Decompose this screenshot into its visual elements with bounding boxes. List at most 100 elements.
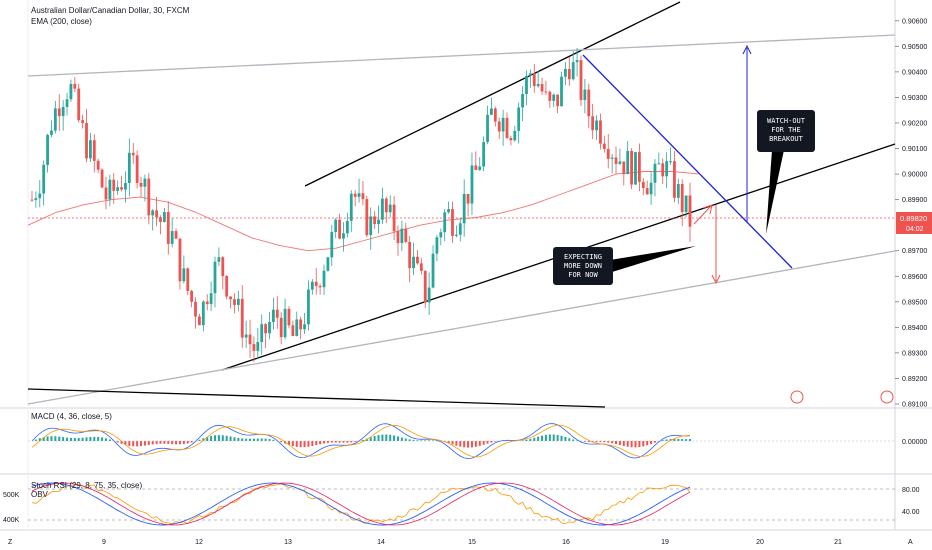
macd-line xyxy=(31,423,691,460)
candle-body xyxy=(552,94,556,101)
candle-body xyxy=(649,182,653,195)
time-tick-label: 12 xyxy=(195,539,203,546)
candle-body xyxy=(622,161,626,175)
candle-body xyxy=(361,193,365,200)
macd-histogram-bar xyxy=(202,438,205,441)
event-flag-icon[interactable] xyxy=(880,390,894,404)
upper-channel-line[interactable] xyxy=(304,1,681,187)
macd-histogram-bar xyxy=(478,441,481,446)
red-small-arrow[interactable] xyxy=(693,205,712,225)
stoch-panel[interactable] xyxy=(28,482,895,526)
macd-histogram-bar xyxy=(81,437,84,441)
candle-body xyxy=(182,268,186,282)
macd-histogram-bar xyxy=(303,441,306,448)
macd-histogram-bar xyxy=(217,435,220,441)
macd-histogram-bar xyxy=(416,440,419,441)
candle-body xyxy=(497,121,501,132)
candle-body xyxy=(396,231,400,244)
macd-histogram-bar xyxy=(89,437,92,441)
macd-histogram-bar xyxy=(206,436,209,441)
macd-histogram-bar xyxy=(467,441,470,448)
candle-body xyxy=(618,161,622,164)
price-axis[interactable]: 0.90600 0.90500 0.90400 0.90300 0.90200 0.901… xyxy=(895,18,927,409)
macd-histogram-bar xyxy=(420,440,423,441)
candle-body xyxy=(525,75,528,95)
macd-histogram-bar xyxy=(626,441,629,447)
macd-histogram-bar xyxy=(93,436,96,441)
candle-body xyxy=(353,193,357,197)
macd-histogram-bar xyxy=(46,436,49,441)
macd-histogram-bar xyxy=(377,435,380,441)
watch-out-callout[interactable]: WATCH-OUT FOR THE BREAKOUT xyxy=(757,110,815,234)
macd-histogram-bar xyxy=(233,437,236,441)
macd-histogram-bar xyxy=(85,437,88,441)
expecting-callout[interactable]: EXPECTING MORE DOWN FOR NOW xyxy=(553,246,696,285)
price-tick-label: 0.89500 xyxy=(902,299,927,306)
candle-body xyxy=(174,231,178,239)
candle-body xyxy=(684,195,688,213)
candle-body xyxy=(665,161,669,177)
macd-panel[interactable] xyxy=(28,423,895,460)
macd-histogram-bar xyxy=(583,441,586,442)
candle-body xyxy=(85,123,88,159)
time-axis[interactable]: 9 12 13 14 15 16 19 20 21 xyxy=(102,539,842,546)
ema-label: EMA (200, close) xyxy=(31,17,92,26)
candle-body xyxy=(34,198,38,200)
price-tick-label: 0.90100 xyxy=(902,146,927,153)
grey-top-line[interactable] xyxy=(27,34,896,77)
candle-body xyxy=(310,281,314,290)
event-flag-icon[interactable] xyxy=(790,390,804,404)
candle-body xyxy=(162,212,166,223)
macd-histogram-bar xyxy=(587,441,590,443)
candle-body xyxy=(384,198,388,213)
candle-body xyxy=(275,309,279,318)
candle-body xyxy=(151,210,155,216)
macd-histogram-bar xyxy=(190,441,193,443)
trendlines[interactable] xyxy=(27,1,896,408)
candle-body xyxy=(392,204,396,232)
event-icons[interactable] xyxy=(790,390,894,404)
candle-body xyxy=(637,152,641,182)
macd-histogram-bar xyxy=(490,441,493,443)
price-tick-label: 0.89600 xyxy=(902,274,927,281)
blue-resistance-line[interactable] xyxy=(582,54,793,269)
candle-body xyxy=(73,83,77,89)
macd-histogram-bar xyxy=(38,438,41,441)
candle-body xyxy=(322,270,326,288)
time-tick-label: 13 xyxy=(284,539,292,546)
price-tick-label: 0.90300 xyxy=(902,95,927,102)
candle-body xyxy=(143,178,147,187)
candle-body xyxy=(287,308,291,326)
macd-histogram-bar xyxy=(373,436,376,441)
macd-histogram-bar xyxy=(393,435,396,441)
candle-body xyxy=(221,257,225,277)
candle-body xyxy=(96,160,100,170)
macd-histogram-bar xyxy=(198,439,201,441)
candle-body xyxy=(229,296,232,300)
candle-body xyxy=(57,108,61,117)
macd-histogram-bar xyxy=(350,441,353,443)
candle-body xyxy=(373,216,377,224)
macd-histogram-bar xyxy=(611,441,614,444)
macd-histogram-bar xyxy=(622,441,625,446)
candle-body xyxy=(112,179,116,191)
arrows[interactable] xyxy=(693,44,752,285)
macd-histogram-bar xyxy=(595,441,598,443)
price-tick-label: 0.89700 xyxy=(902,248,927,255)
candle-body xyxy=(536,84,540,87)
candle-body xyxy=(408,241,412,269)
corner-left-label[interactable]: Z xyxy=(8,539,13,546)
candle-body xyxy=(349,193,353,221)
price-tick-label: 0.89900 xyxy=(902,197,927,204)
corner-right-label[interactable]: A xyxy=(908,539,913,546)
grey-bottom-line[interactable] xyxy=(27,250,896,405)
bottom-black-line[interactable] xyxy=(27,388,606,408)
macd-histogram-bar xyxy=(237,437,240,441)
macd-histogram-bar xyxy=(428,440,431,441)
macd-histogram-bar xyxy=(307,441,310,447)
candle-body xyxy=(256,342,260,351)
time-tick-label: 21 xyxy=(834,539,842,546)
candle-body xyxy=(369,216,373,236)
watch-out-line-1: WATCH-OUT xyxy=(767,117,806,125)
